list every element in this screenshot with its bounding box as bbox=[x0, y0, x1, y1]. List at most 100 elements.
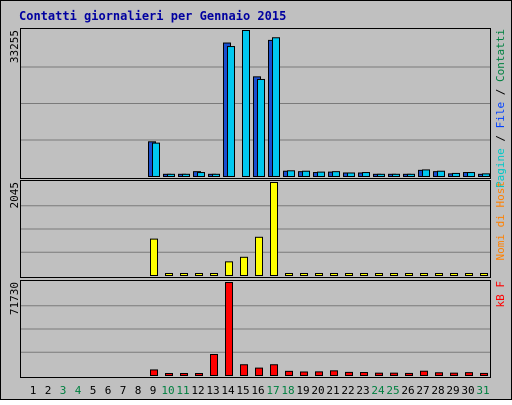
bar bbox=[257, 78, 265, 177]
x-tick-label: 29 bbox=[446, 384, 459, 397]
bar bbox=[195, 273, 203, 276]
x-tick-label: 13 bbox=[206, 384, 219, 397]
bar bbox=[150, 238, 158, 276]
bar bbox=[270, 182, 278, 276]
bar bbox=[240, 364, 248, 376]
x-tick-label: 11 bbox=[176, 384, 189, 397]
bar bbox=[197, 172, 205, 178]
x-tick-label: 22 bbox=[341, 384, 354, 397]
x-tick-label: 10 bbox=[161, 384, 174, 397]
x-axis-labels: 1 2 3 4 5 6 7 8 9 10 11 12 13 14 15 16 17 18 19 20 21 22 23 24 2… bbox=[30, 384, 490, 397]
bar bbox=[390, 372, 398, 377]
bar bbox=[210, 353, 218, 377]
x-tick-label: 3 bbox=[60, 384, 67, 397]
x-tick-label: 23 bbox=[356, 384, 369, 397]
x-tick-label: 31 bbox=[476, 384, 489, 397]
x-tick-label: 8 bbox=[135, 384, 142, 397]
x-tick-label: 5 bbox=[90, 384, 97, 397]
x-tick-label: 16 bbox=[251, 384, 264, 397]
bar bbox=[450, 273, 458, 276]
bar bbox=[255, 367, 263, 376]
bar bbox=[150, 369, 158, 376]
bar bbox=[405, 372, 413, 377]
x-tick-label: 15 bbox=[236, 384, 249, 397]
bar bbox=[465, 372, 473, 377]
panel-legend: Nomi di Host bbox=[494, 181, 507, 260]
x-tick-label: 25 bbox=[386, 384, 399, 397]
legend-separator: / bbox=[494, 128, 507, 148]
bar bbox=[180, 273, 188, 276]
x-tick-label: 14 bbox=[221, 384, 235, 397]
bar bbox=[422, 169, 430, 177]
bar bbox=[165, 373, 173, 376]
bar bbox=[285, 273, 293, 276]
x-tick-label: 12 bbox=[191, 384, 204, 397]
x-tick-label: 2 bbox=[45, 384, 52, 397]
legend-pagine: Pagine bbox=[494, 148, 507, 188]
bar bbox=[452, 172, 460, 177]
bar bbox=[450, 372, 458, 377]
bar bbox=[330, 370, 338, 376]
bar bbox=[317, 171, 325, 177]
panel-legend: kB F bbox=[494, 281, 507, 308]
bar bbox=[300, 273, 308, 276]
bar bbox=[465, 273, 473, 276]
x-tick-label: 7 bbox=[120, 384, 127, 397]
bar bbox=[167, 173, 175, 177]
panel-kb-f: 71730 kB F bbox=[8, 280, 507, 378]
bar bbox=[392, 173, 400, 177]
panel-legend: Pagine / File / Contatti bbox=[494, 29, 507, 188]
x-tick-label: 24 bbox=[371, 384, 385, 397]
bar bbox=[182, 173, 190, 177]
bar bbox=[332, 171, 340, 178]
bar bbox=[437, 170, 445, 177]
bar bbox=[315, 371, 323, 377]
bar bbox=[360, 273, 368, 276]
bar bbox=[330, 273, 338, 276]
x-tick-label: 30 bbox=[461, 384, 474, 397]
bar bbox=[480, 372, 488, 377]
bar bbox=[242, 30, 250, 177]
bar bbox=[362, 172, 370, 178]
x-tick-label: 18 bbox=[281, 384, 294, 397]
bar bbox=[345, 371, 353, 377]
bar bbox=[375, 273, 383, 276]
bar bbox=[407, 173, 415, 177]
chart-title: Contatti giornalieri per Gennaio 2015 bbox=[19, 9, 286, 23]
bar bbox=[195, 373, 203, 376]
y-max-label: 33255 bbox=[8, 30, 21, 63]
bar bbox=[345, 273, 353, 276]
bar bbox=[227, 46, 235, 177]
bar bbox=[405, 273, 413, 276]
x-tick-label: 9 bbox=[150, 384, 157, 397]
bar bbox=[467, 172, 475, 178]
x-tick-label: 1 bbox=[30, 384, 37, 397]
x-tick-label: 6 bbox=[105, 384, 112, 397]
x-tick-label: 19 bbox=[296, 384, 309, 397]
legend-separator: / bbox=[494, 82, 507, 102]
bar bbox=[210, 273, 218, 276]
bar bbox=[152, 142, 160, 177]
x-tick-label: 20 bbox=[311, 384, 324, 397]
bar bbox=[180, 373, 188, 376]
bar bbox=[482, 173, 490, 178]
x-tick-label: 26 bbox=[401, 384, 414, 397]
bar bbox=[240, 256, 248, 277]
bar bbox=[300, 371, 308, 376]
x-tick-label: 27 bbox=[416, 384, 429, 397]
bar bbox=[165, 273, 173, 276]
bar bbox=[287, 170, 295, 177]
bar bbox=[360, 372, 368, 376]
legend-nomi-di-host: Nomi di Host bbox=[494, 181, 507, 260]
x-tick-label: 28 bbox=[431, 384, 444, 397]
x-tick-label: 17 bbox=[266, 384, 279, 397]
bar bbox=[347, 172, 355, 178]
bar bbox=[302, 170, 310, 177]
bar bbox=[270, 364, 278, 376]
panel-nomi-di-host: 2045 Nomi di Host bbox=[8, 180, 507, 278]
panel-pagine-file-contatti: 33255 Pagine / File / Contatti bbox=[8, 28, 507, 188]
bar bbox=[225, 282, 233, 376]
bar bbox=[315, 273, 323, 276]
